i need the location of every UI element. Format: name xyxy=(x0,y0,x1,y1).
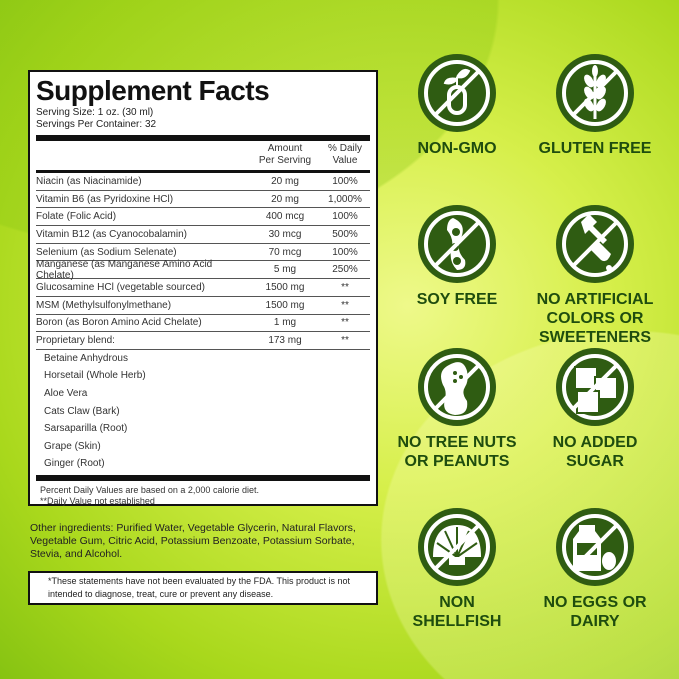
nutrient-amount: 400 mcg xyxy=(265,211,305,223)
nutrient-row: Niacin (as Niacinamide) 20 mg 100% xyxy=(36,173,370,191)
dv-header-2: Value xyxy=(332,155,358,166)
blend-ingredient: Grape (Skin) xyxy=(44,440,101,452)
divider xyxy=(36,170,370,173)
test-tube-plant-icon xyxy=(418,54,496,132)
blend-list: Betaine Anhydrous Horsetail (Whole Herb) A… xyxy=(36,350,370,473)
nutrient-dv: 100% xyxy=(332,175,358,187)
soybean-icon xyxy=(418,205,496,283)
badge-label: GLUTEN FREE xyxy=(538,140,652,157)
nutrient-dv: 100% xyxy=(332,211,358,223)
nutrient-name: Niacin (as Niacinamide) xyxy=(36,175,142,187)
blend-ingredient: Ginger (Root) xyxy=(44,458,105,470)
nutrient-amount: 20 mg xyxy=(271,175,299,187)
nutrient-dv: ** xyxy=(341,299,349,311)
nutrient-name: Folate (Folic Acid) xyxy=(36,211,117,223)
nutrient-row: Selenium (as Sodium Selenate) 70 mcg 100% xyxy=(36,244,370,262)
badge-no-added-sugar: NO ADDED SUGAR xyxy=(525,347,665,471)
servings-per-container: Servings Per Container: 32 xyxy=(36,119,157,130)
nutrient-dv: ** xyxy=(341,317,349,329)
amount-header-2: Per Serving xyxy=(258,155,312,166)
blend-ingredient: Horsetail (Whole Herb) xyxy=(44,370,146,382)
nutrient-name: Proprietary blend: xyxy=(36,335,115,347)
nutrient-dv: 100% xyxy=(332,246,358,258)
nutrient-dv: 1,000% xyxy=(328,193,362,205)
nutrient-amount: 173 mg xyxy=(268,335,302,347)
nutrient-name: Vitamin B6 (as Pyridoxine HCl) xyxy=(36,193,174,205)
blend-ingredient: Aloe Vera xyxy=(44,388,88,400)
nutrient-dv: 500% xyxy=(332,228,358,240)
badge-no-eggs-or-dairy: NO EGGS OR DAIRY xyxy=(525,507,665,631)
nutrient-row: Glucosamine HCl (vegetable sourced) 1500 … xyxy=(36,279,370,297)
blend-ingredient: Betaine Anhydrous xyxy=(44,352,128,364)
divider xyxy=(36,135,370,141)
nutrient-row: Manganese (as Manganese Amino Acid Chela… xyxy=(36,258,370,281)
dropper-icon xyxy=(556,205,634,283)
badge-label: NO EGGS OR DAIRY xyxy=(543,594,647,630)
nutrient-name: Glucosamine HCl (vegetable sourced) xyxy=(36,281,205,293)
badge-label: NO TREE NUTS OR PEANUTS xyxy=(397,434,517,470)
nutrient-amount: 1500 mg xyxy=(265,299,305,311)
badge-label: SOY FREE xyxy=(416,291,498,308)
amount-header: Amount xyxy=(267,143,303,154)
nutrient-name: Boron (as Boron Amino Acid Chelate) xyxy=(36,317,202,329)
other-ingredients: Other ingredients: Purified Water, Veget… xyxy=(30,522,356,560)
nutrient-dv: 250% xyxy=(332,264,358,276)
dv-header: % Daily xyxy=(328,143,362,154)
nutrient-amount: 1 mg xyxy=(273,317,297,329)
nutrient-row: MSM (Methylsulfonylmethane) 1500 mg ** xyxy=(36,297,370,315)
nutrient-row: Vitamin B6 (as Pyridoxine HCl) 20 mg 1,000… xyxy=(36,191,370,209)
badge-label: NON SHELLFISH xyxy=(412,594,502,630)
badge-label: NO ARTIFICIAL COLORS OR SWEETENERS xyxy=(536,291,654,346)
nutrient-amount: 20 mg xyxy=(271,193,299,205)
badge-soy-free: SOY FREE xyxy=(387,204,527,309)
divider xyxy=(36,475,370,482)
badge-no-tree-nuts-or-peanuts: NO TREE NUTS OR PEANUTS xyxy=(387,347,527,471)
blend-ingredient: Sarsaparilla (Root) xyxy=(44,423,128,435)
column-headers: Amount Per Serving % Daily Value xyxy=(36,143,370,170)
nutrient-amount: 30 mcg xyxy=(268,228,302,240)
wheat-icon xyxy=(556,54,634,132)
badge-label: NO ADDED SUGAR xyxy=(552,434,638,470)
panel-title: Supplement Facts xyxy=(36,75,270,106)
nutrient-row: Vitamin B12 (as Cyanocobalamin) 30 mcg 500… xyxy=(36,226,370,244)
nutrient-amount: 70 mcg xyxy=(268,246,302,258)
nutrient-row: Boron (as Boron Amino Acid Chelate) 1 mg *… xyxy=(36,315,370,333)
peanut-icon xyxy=(418,348,496,426)
nutrient-row: Proprietary blend: 173 mg ** xyxy=(36,332,370,350)
serving-size: Serving Size: 1 oz. (30 ml) xyxy=(36,107,154,118)
milk-egg-icon xyxy=(556,508,634,586)
footnote-dv: Percent Daily Values are based on a 2,00… xyxy=(40,485,259,496)
badge-non-gmo: NON-GMO xyxy=(387,53,527,158)
nutrient-name: Selenium (as Sodium Selenate) xyxy=(36,246,177,258)
nutrient-name: MSM (Methylsulfonylmethane) xyxy=(36,299,172,311)
nutrient-name: Manganese (as Manganese Amino Acid Chela… xyxy=(36,258,213,281)
nutrient-dv: ** xyxy=(341,335,349,347)
nutrient-row: Folate (Folic Acid) 400 mcg 100% xyxy=(36,208,370,227)
nutrient-dv: ** xyxy=(341,281,349,293)
footnote-not-established: **Daily Value not established xyxy=(40,496,155,507)
nutrient-name: Vitamin B12 (as Cyanocobalamin) xyxy=(36,228,188,240)
nutrient-rows: Niacin (as Niacinamide) 20 mg 100% Vitamin … xyxy=(36,173,370,350)
shell-icon xyxy=(418,508,496,586)
nutrient-amount: 1500 mg xyxy=(265,281,305,293)
badge-gluten-free: GLUTEN FREE xyxy=(525,53,665,158)
supplement-facts-panel: Supplement Facts Serving Size: 1 oz. (30… xyxy=(28,70,378,506)
blend-ingredient: Cats Claw (Bark) xyxy=(44,405,120,417)
badge-non-shellfish: NON SHELLFISH xyxy=(387,507,527,631)
badge-label: NON-GMO xyxy=(417,140,497,157)
sugar-cubes-icon xyxy=(556,348,634,426)
fda-disclaimer: *These statements have not been evaluate… xyxy=(28,571,378,605)
nutrient-amount: 5 mg xyxy=(273,264,297,276)
badge-no-artificial-colors-or-sweeteners: NO ARTIFICIAL COLORS OR SWEETENERS xyxy=(525,204,665,347)
